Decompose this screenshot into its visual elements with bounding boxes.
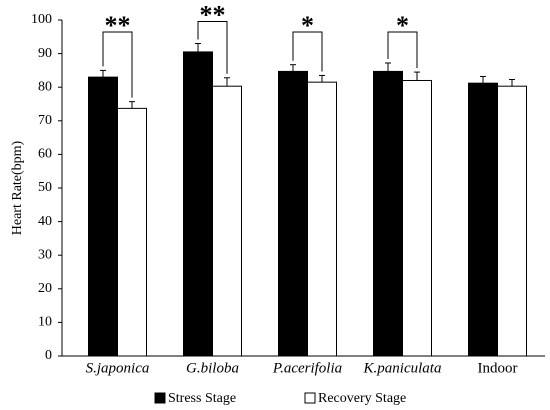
bar [468, 82, 498, 357]
significance-bracket [387, 31, 418, 69]
bar [307, 81, 337, 357]
bar [402, 79, 432, 357]
legend-label: Recovery Stage [318, 391, 406, 406]
y-tick-label: 20 [38, 281, 52, 296]
y-tick-label: 60 [38, 147, 52, 162]
y-tick-label: 30 [38, 247, 52, 262]
bar [117, 107, 147, 357]
error-bar [195, 43, 201, 52]
error-bar [480, 75, 486, 84]
x-tick-label: P.acerifolia [272, 360, 342, 376]
y-tick-label: 100 [31, 12, 52, 27]
significance-label: ** [200, 0, 226, 29]
x-tick-label: K.paniculata [363, 360, 442, 376]
bar [497, 85, 527, 357]
y-tick-label: 80 [38, 79, 52, 94]
y-tick-label: 40 [38, 214, 52, 229]
error-bar [385, 62, 391, 72]
error-bar [319, 74, 325, 83]
error-bar [224, 77, 230, 87]
bar [212, 85, 242, 357]
error-bar [129, 101, 135, 109]
significance-bracket [197, 21, 228, 74]
x-tick-label: G.biloba [186, 360, 239, 376]
significance-bracket [292, 31, 323, 72]
bar [88, 76, 118, 357]
y-axis-title: Heart Rate(bpm) [10, 140, 25, 235]
significance-bracket [102, 31, 133, 98]
y-tick-label: 90 [38, 46, 52, 61]
significance-label: ** [105, 11, 131, 40]
error-bar [290, 64, 296, 72]
y-tick-label: 50 [38, 180, 52, 195]
x-tick-label: Indoor [478, 360, 518, 376]
bar [373, 70, 403, 357]
significance-label: * [396, 11, 409, 40]
y-tick-label: 10 [38, 315, 52, 330]
bar [183, 51, 213, 357]
legend-swatch [304, 392, 316, 404]
y-tick-label: 0 [45, 348, 52, 363]
x-tick-label: S.japonica [86, 360, 150, 376]
error-bar [100, 69, 106, 78]
error-bar [509, 78, 515, 87]
legend-label: Stress Stage [168, 391, 236, 406]
y-tick-label: 70 [38, 113, 52, 128]
significance-label: * [301, 11, 314, 40]
bar [278, 70, 308, 357]
legend-swatch [154, 392, 166, 404]
error-bar [414, 71, 420, 81]
